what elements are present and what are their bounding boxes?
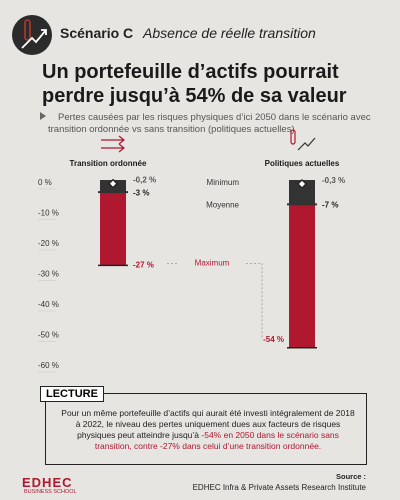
category-icon [290,129,296,145]
lecture-label: LECTURE [40,386,104,402]
lecture-highlight: -54% en 2050 dans le scénario sans trans… [94,430,339,451]
category-icon [297,137,316,151]
y-tick-label: -60 % [38,361,59,370]
source: EDHEC Infra & Private Assets Research In… [192,483,366,492]
lecture-box: Pour un même portefeuille d’actifs qui a… [45,393,367,465]
icon-arrow [21,29,47,49]
chart-title: Un portefeuille d’actifs pourrait perdre… [42,61,347,107]
category-label: Politiques actuelles [265,159,340,168]
lecture-body: Pour un même portefeuille d’actifs qui a… [58,408,358,452]
y-tick-label: -10 % [38,209,59,218]
value-label: -3 % [133,188,149,197]
minimum-marker [108,178,118,189]
icon-thermo [24,19,31,41]
bar-maximum [289,204,315,348]
value-label: -0,2 % [133,176,156,185]
legend-label: Maximum [195,258,230,267]
value-label: -27 % [133,260,154,269]
scenario-subtitle: Absence de réelle transition [143,25,316,41]
source-label: Source : [335,472,366,481]
y-tick-label: -30 % [38,270,59,279]
lecture-text: Pour un même portefeuille d’actifs qui a… [61,408,355,440]
marker [40,112,46,120]
logo: EDHEC [22,475,73,490]
logo-sub: BUSINESS SCHOOL [24,489,77,495]
value-label: -54 % [263,335,284,344]
icon [12,15,52,55]
legend-label: Moyenne [206,200,239,209]
scenario: Scénario C [60,25,134,41]
y-tick-label: 0 % [38,178,52,187]
value-label: -0,3 % [322,176,345,185]
y-tick-label: -40 % [38,300,59,309]
y-tick-label: -20 % [38,239,59,248]
header: Scénario C Absence de réelle transition [60,25,316,41]
value-label: -7 % [322,200,338,209]
y-tick-label: -50 % [38,331,59,340]
minimum-marker [297,178,307,189]
category-label: Transition ordonnée [70,159,147,168]
legend-label: Minimum [207,178,240,187]
category-icon [101,135,125,153]
bar-maximum [100,192,126,266]
chart-subtitle: Pertes causées par les risques physiques… [48,112,371,135]
